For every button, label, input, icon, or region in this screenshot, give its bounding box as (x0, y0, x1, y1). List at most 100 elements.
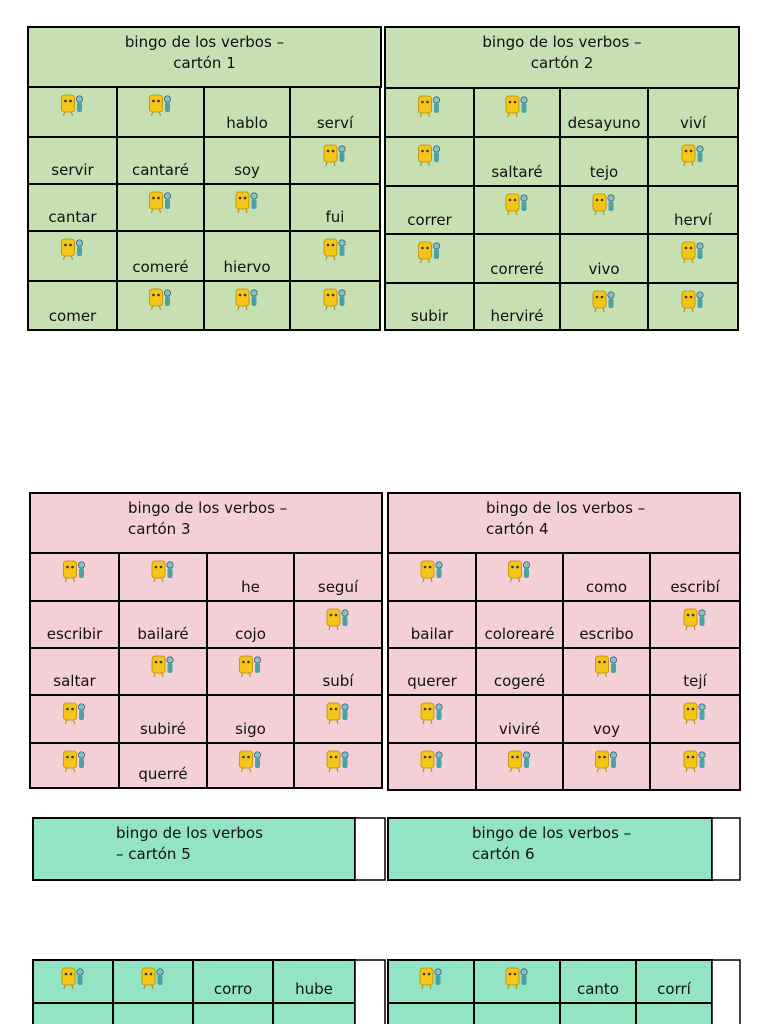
icon-head (520, 968, 528, 976)
icon-leg (518, 577, 520, 583)
icon-eye (331, 293, 335, 297)
icon-head (696, 242, 704, 250)
bingo-icon (61, 94, 83, 117)
icon-eye (242, 660, 245, 664)
bingo-cell-partial (32, 1002, 114, 1024)
icon-head (163, 192, 171, 200)
icon-eye (600, 295, 604, 299)
icon-eye (334, 613, 338, 617)
bingo-cell-partial (192, 1002, 274, 1024)
icon-leg (151, 305, 153, 311)
icon-head (522, 561, 530, 569)
icon-body (699, 710, 705, 720)
icon-eye (508, 100, 512, 104)
icon-leg (336, 767, 339, 773)
bingo-icon (149, 191, 171, 214)
cell-word: bailaré (137, 625, 188, 643)
bingo-icon (420, 750, 443, 773)
cell-word: como (586, 578, 627, 596)
icon-eye (421, 100, 424, 104)
bingo-cell (289, 86, 381, 138)
bingo-icon (63, 560, 85, 583)
cell-word: corro (214, 980, 252, 998)
icon-leg (241, 672, 243, 678)
bingo-icon (505, 95, 528, 118)
bingo-icon (592, 290, 615, 313)
icon-yellow (418, 241, 432, 260)
cell-word: viviré (499, 720, 540, 738)
bingo-cell-partial (112, 1002, 194, 1024)
cell-word: he (241, 578, 260, 596)
icon-eye (426, 149, 429, 153)
bingo-icon (505, 967, 528, 990)
cell-word: comer (49, 307, 97, 325)
bingo-cell (203, 230, 291, 282)
icon-leg (428, 112, 430, 118)
bingo-cell (203, 86, 291, 138)
bingo-icon (323, 288, 346, 311)
bingo-icon (239, 655, 261, 678)
icon-head (163, 95, 171, 103)
icon-head (253, 751, 261, 759)
icon-body (339, 152, 345, 162)
icon-leg (507, 112, 510, 118)
cell-word: escribo (579, 625, 633, 643)
icon-eye (69, 99, 72, 103)
icon-head (520, 194, 528, 202)
icon-head (341, 703, 349, 711)
bingo-cell (112, 959, 194, 1004)
card-title: bingo de los verbos – (482, 33, 641, 51)
icon-body (697, 249, 703, 259)
icon-leg (691, 258, 694, 264)
icon-eye (513, 972, 517, 976)
icon-leg (328, 625, 331, 631)
cell-word: cogeré (494, 672, 545, 690)
icon-head (250, 289, 258, 297)
icon-leg (683, 307, 686, 313)
cell-word: colorearé (484, 625, 554, 643)
icon-head (76, 968, 84, 976)
icon-eye (329, 755, 333, 759)
icon-head (338, 145, 346, 153)
icon-eye (423, 565, 427, 569)
cell-word: comeré (132, 258, 188, 276)
bingo-icon (235, 288, 258, 311)
bingo-cell (473, 136, 561, 187)
card-title-box (32, 817, 356, 881)
icon-leg (71, 255, 73, 261)
icon-eye (334, 755, 338, 759)
icon-eye (238, 196, 242, 200)
icon-yellow (235, 191, 250, 210)
bingo-icon (595, 750, 617, 773)
icon-leg (605, 672, 607, 678)
icon-leg (602, 307, 605, 313)
icon-leg (685, 767, 688, 773)
icon-eye (603, 755, 606, 759)
icon-yellow (323, 144, 338, 163)
bingo-cell-partial (473, 1002, 561, 1024)
icon-eye (69, 243, 72, 247)
icon-eye (159, 565, 163, 569)
cell-word: subí (322, 672, 354, 690)
icon-eye (513, 198, 517, 202)
cell-word: servir (51, 161, 94, 179)
icon-eye (598, 755, 601, 759)
icon-leg (597, 672, 599, 678)
cell-word: soy (234, 161, 260, 179)
icon-eye (326, 149, 330, 153)
icon-head (166, 561, 174, 569)
icon-eye (152, 99, 155, 103)
icon-leg (683, 161, 686, 167)
icon-leg (237, 305, 240, 311)
bingo-cell (29, 600, 120, 649)
icon-body (165, 199, 170, 209)
icon-leg (515, 210, 518, 216)
icon-leg (65, 577, 67, 583)
cell-word: saltar (53, 672, 96, 690)
cards: bingo de los verbos – cartón 1 hablo serví s… (27, 26, 741, 1024)
card-title: bingo de los verbos – (128, 499, 287, 517)
icon-body (255, 758, 260, 768)
icon-eye (691, 755, 695, 759)
icon-eye (71, 755, 74, 759)
